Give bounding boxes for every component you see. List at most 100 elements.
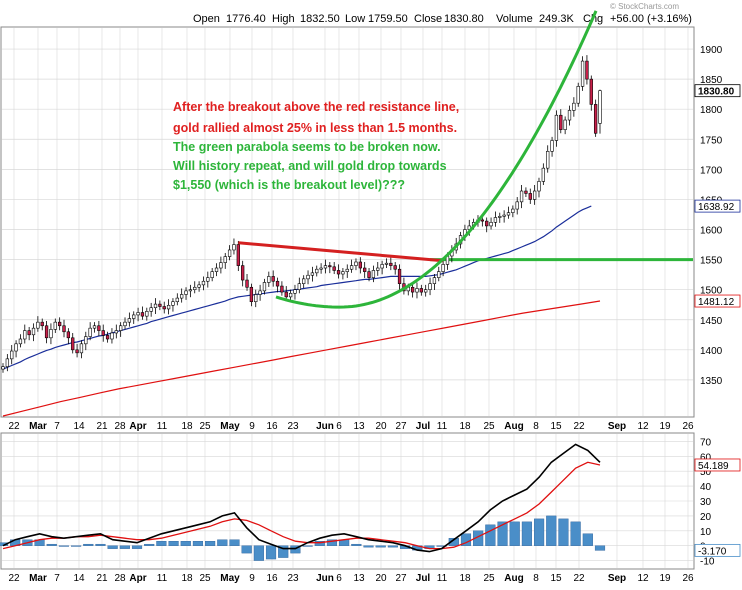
macd-tag-box bbox=[694, 543, 741, 557]
macd-x-tick-label: 20 bbox=[375, 573, 387, 584]
price-x-tick-label: 6 bbox=[336, 421, 342, 432]
histogram-bar bbox=[71, 545, 82, 547]
annotation-line-5: $1,550 (which is the breakout level)??? bbox=[173, 178, 405, 192]
candle-body bbox=[489, 222, 493, 227]
macd-x-tick-label: 8 bbox=[533, 573, 539, 584]
volume-label: Volume bbox=[496, 13, 533, 25]
macd-x-tick-label: 25 bbox=[483, 573, 495, 584]
candle-body bbox=[23, 330, 27, 340]
candle-body bbox=[153, 303, 158, 309]
candle-body bbox=[310, 272, 315, 276]
price-tag-box bbox=[694, 294, 741, 308]
candle-body bbox=[123, 321, 127, 327]
close-value: 1830.80 bbox=[444, 13, 484, 25]
price-x-axis: 22 Mar 7 14 21 28 Apr 11 18 25 May 9 16 23 Jun 6 13 20 27 J… bbox=[8, 421, 694, 432]
macd-tag-label: 54.189 bbox=[698, 461, 729, 472]
macd-x-tick-label: 11 bbox=[437, 573, 448, 584]
candle-body bbox=[306, 274, 310, 280]
histogram-bar bbox=[229, 539, 240, 546]
candle-body bbox=[524, 190, 528, 194]
macd-x-tick-label: 21 bbox=[96, 573, 108, 584]
candle-body bbox=[332, 266, 336, 271]
candle-body bbox=[180, 294, 184, 299]
histogram-bar bbox=[107, 545, 118, 549]
candle-body bbox=[437, 271, 441, 278]
annotation-line-1: After the breakout above the red resista… bbox=[173, 100, 459, 114]
candle-body bbox=[18, 338, 23, 345]
histogram-bar bbox=[363, 545, 374, 548]
candle-body bbox=[114, 330, 118, 334]
candle-body bbox=[432, 277, 437, 284]
candle-body bbox=[541, 167, 546, 182]
long-moving-average-line bbox=[2, 300, 601, 417]
candle-body bbox=[71, 337, 75, 351]
price-tick-label: 1850 bbox=[700, 75, 723, 86]
price-x-tick-label: Sep bbox=[608, 421, 626, 432]
price-x-tick-label: Jun bbox=[316, 421, 334, 432]
candle-body bbox=[49, 329, 53, 339]
candle-body bbox=[315, 268, 319, 274]
candle-body bbox=[410, 286, 415, 293]
candle-body bbox=[57, 321, 62, 327]
candle-body bbox=[550, 140, 554, 152]
candle-body bbox=[424, 289, 428, 293]
macd-grid bbox=[2, 434, 693, 568]
candle-body bbox=[10, 350, 14, 360]
candle-body bbox=[249, 286, 254, 303]
candle-body bbox=[328, 265, 332, 268]
candle-body bbox=[254, 294, 258, 303]
price-tag-label: 1481.12 bbox=[698, 297, 735, 308]
candle-body bbox=[297, 283, 301, 290]
histogram-bar bbox=[144, 543, 155, 546]
candle-body bbox=[140, 312, 145, 317]
macd-tick-label: 60 bbox=[700, 452, 712, 463]
price-x-tick-label: 26 bbox=[682, 421, 694, 432]
price-tick-label: 1550 bbox=[700, 256, 723, 267]
price-x-tick-label: 25 bbox=[483, 421, 495, 432]
candle-body bbox=[336, 270, 341, 275]
candle-body bbox=[358, 261, 362, 269]
candle-body bbox=[27, 330, 31, 336]
price-x-tick-label: Apr bbox=[129, 421, 146, 432]
price-x-tick-label: 14 bbox=[73, 421, 85, 432]
candle-body bbox=[145, 311, 149, 317]
candle-body bbox=[415, 288, 419, 293]
price-x-tick-label: 9 bbox=[249, 421, 255, 432]
macd-x-tick-label: 18 bbox=[181, 573, 193, 584]
price-x-tick-label: 21 bbox=[96, 421, 108, 432]
price-tick-label: 1750 bbox=[700, 135, 723, 146]
candle-body bbox=[567, 110, 572, 121]
macd-x-tick-label: May bbox=[220, 573, 240, 584]
price-x-tick-label: Jul bbox=[416, 421, 431, 432]
price-x-tick-label: 18 bbox=[459, 421, 471, 432]
candle-body bbox=[236, 244, 240, 266]
macd-tick-label: 10 bbox=[700, 527, 712, 538]
candle-body bbox=[223, 256, 227, 263]
price-tick-label: 1800 bbox=[700, 105, 723, 116]
candle-body bbox=[515, 201, 519, 210]
price-panel-frame bbox=[0, 26, 695, 418]
candle-body bbox=[367, 271, 371, 278]
open-label: Open bbox=[193, 13, 220, 25]
macd-x-tick-label: 28 bbox=[114, 573, 126, 584]
price-x-tick-label: 25 bbox=[199, 421, 211, 432]
macd-x-tick-label: 19 bbox=[659, 573, 671, 584]
macd-x-tick-label: 22 bbox=[8, 573, 20, 584]
price-x-tick-label: 7 bbox=[54, 421, 60, 432]
candle-body bbox=[162, 306, 166, 310]
price-tick-label: 1400 bbox=[700, 346, 723, 357]
macd-x-tick-label: 7 bbox=[54, 573, 60, 584]
candle-body bbox=[258, 290, 262, 295]
macd-x-tick-label: 13 bbox=[353, 573, 365, 584]
macd-x-tick-label: 11 bbox=[157, 573, 168, 584]
histogram-bar bbox=[375, 545, 386, 548]
candle-body bbox=[31, 327, 36, 336]
candle-body bbox=[241, 265, 245, 281]
histogram-bar bbox=[278, 545, 289, 558]
histogram-bar bbox=[497, 521, 508, 546]
candle-body bbox=[480, 219, 484, 222]
candle-body bbox=[389, 262, 393, 266]
candle-body bbox=[136, 312, 140, 316]
price-x-tick-label: 27 bbox=[395, 421, 407, 432]
low-value: 1759.50 bbox=[368, 13, 408, 25]
